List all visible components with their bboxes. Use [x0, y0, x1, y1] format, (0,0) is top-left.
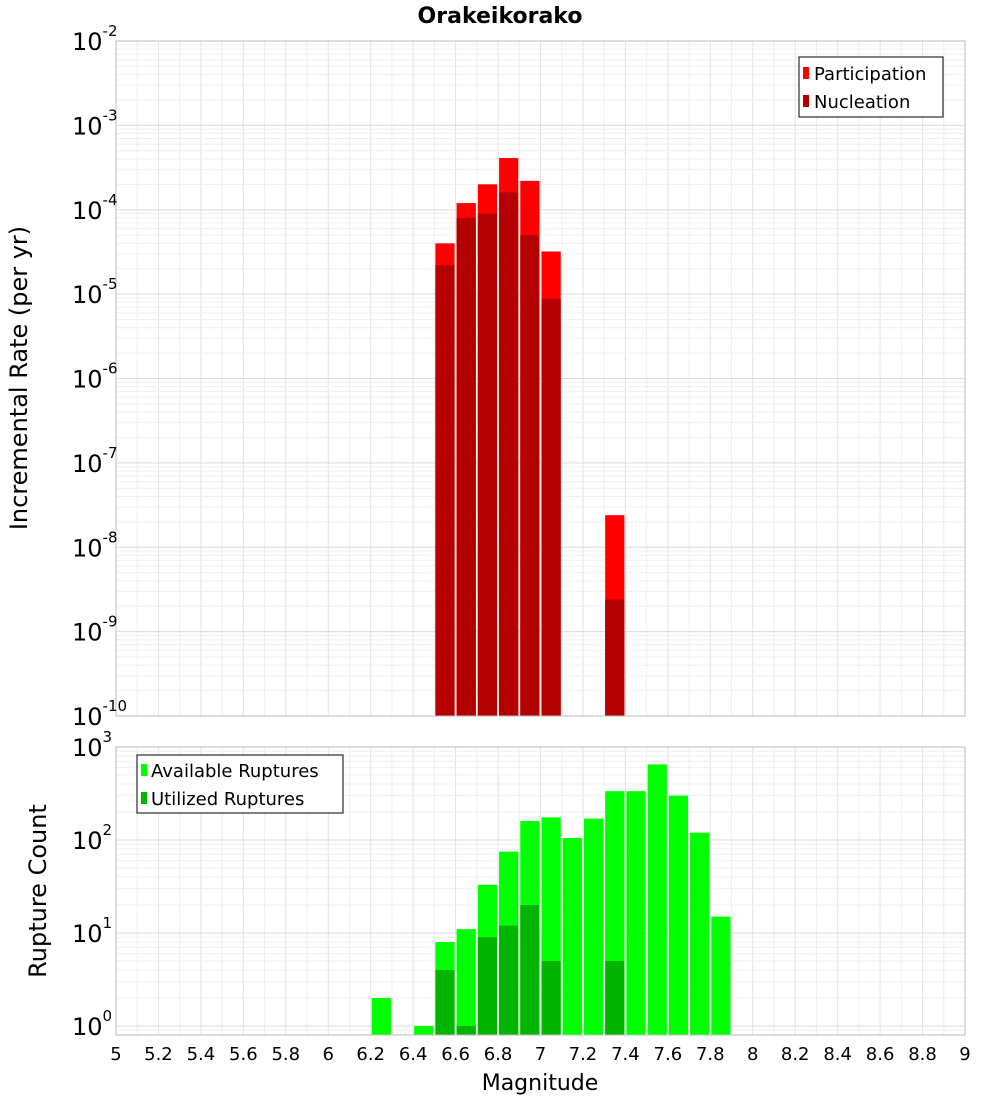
bottom-bars [371, 764, 731, 1035]
x-tick-label: 6.8 [484, 1044, 513, 1065]
x-tick-label: 7.4 [611, 1044, 640, 1065]
legend-swatch-participation [803, 67, 809, 79]
x-tick-label: 8.6 [866, 1044, 895, 1065]
bar-available-ruptures-7-85 [711, 916, 731, 1035]
top-panel: 10-10 10-9 10-8 10-7 10-6 10-5 10-4 10-3 10-2 In… [5, 22, 966, 731]
bar-available-ruptures-7-65 [668, 795, 689, 1035]
bottom-y-axis-label: Rupture Count [24, 804, 52, 978]
bar-nucleation-6-75 [477, 213, 498, 717]
x-tick-label: 9 [959, 1044, 970, 1065]
legend-swatch-utilized-ruptures [141, 792, 147, 804]
bar-available-ruptures-6-65 [456, 929, 476, 1035]
y-tick-label: 101 [72, 914, 112, 948]
y-tick-label: 10-6 [72, 360, 118, 394]
bar-utilized-ruptures-6-55 [435, 969, 455, 1035]
x-tick-label: 8.2 [781, 1044, 810, 1065]
bottom-panel: 100 101 102 103 5 5.2 5.4 5.6 5.8 6 6.2 6.4 6.6 6.8 7… [24, 728, 971, 1096]
x-ticks: 5 5.2 5.4 5.6 5.8 6 6.2 6.4 6.6 6.8 7 7.2 7.4 7.6 7.8 8… [110, 1044, 970, 1065]
bar-nucleation-6-95 [520, 235, 540, 716]
bar-available-ruptures-7-55 [647, 764, 667, 1035]
chart-title: Orakeikorako [418, 4, 583, 29]
bar-nucleation-7-05 [541, 298, 561, 716]
y-tick-label: 103 [72, 728, 112, 762]
bar-available-ruptures-6-25 [371, 997, 391, 1035]
bar-nucleation-6-85 [499, 192, 519, 717]
bar-utilized-ruptures-7-35 [605, 960, 625, 1035]
x-tick-label: 5.4 [187, 1044, 216, 1065]
legend-label-participation: Participation [814, 64, 926, 85]
x-axis-label: Magnitude [482, 1071, 599, 1096]
y-tick-label: 10-5 [72, 275, 118, 309]
x-tick-label: 6.2 [356, 1044, 385, 1065]
bar-utilized-ruptures-6-85 [499, 925, 519, 1035]
x-tick-label: 5.2 [144, 1044, 173, 1065]
x-tick-label: 6.6 [441, 1044, 470, 1065]
bar-available-ruptures-7-15 [562, 838, 582, 1035]
bar-available-ruptures-7-25 [583, 818, 604, 1035]
bar-utilized-ruptures-6-95 [520, 904, 540, 1035]
y-tick-label: 10-10 [72, 697, 127, 731]
y-tick-label: 10-3 [72, 106, 118, 140]
x-tick-label: 8.8 [908, 1044, 937, 1065]
y-tick-label: 102 [72, 821, 112, 855]
bar-available-ruptures-7-45 [626, 791, 646, 1035]
top-legend-box [798, 56, 944, 118]
bar-available-ruptures-6-45 [414, 1025, 434, 1035]
top-bars [435, 158, 625, 717]
legend-swatch-nucleation [803, 95, 809, 107]
top-grid [115, 40, 966, 717]
y-tick-label: 10-9 [72, 613, 118, 647]
bottom-plot-frame [115, 746, 966, 1036]
x-tick-label: 6.4 [399, 1044, 428, 1065]
legend-label-utilized-ruptures: Utilized Ruptures [151, 789, 304, 810]
x-tick-label: 5.6 [229, 1044, 258, 1065]
top-y-axis-label: Incremental Rate (per yr) [5, 226, 33, 530]
x-tick-label: 7.6 [654, 1044, 683, 1065]
legend-swatch-available-ruptures [141, 764, 147, 776]
x-tick-label: 7.2 [569, 1044, 598, 1065]
x-tick-label: 6 [323, 1044, 334, 1065]
y-tick-label: 100 [72, 1007, 112, 1041]
y-tick-label: 10-4 [72, 191, 118, 225]
bottom-y-ticks: 100 101 102 103 [72, 728, 112, 1041]
legend-label-available-ruptures: Available Ruptures [151, 761, 319, 782]
y-tick-label: 10-8 [72, 528, 118, 562]
x-tick-label: 7.8 [696, 1044, 725, 1065]
bar-nucleation-7-35 [605, 599, 625, 716]
bar-utilized-ruptures-6-65 [456, 1025, 476, 1035]
bar-utilized-ruptures-7-05 [541, 960, 561, 1035]
x-tick-label: 5 [110, 1044, 121, 1065]
x-tick-label: 8 [747, 1044, 758, 1065]
x-tick-label: 7 [535, 1044, 546, 1065]
top-plot-frame [115, 40, 966, 717]
x-tick-label: 8.4 [823, 1044, 852, 1065]
bar-nucleation-6-55 [435, 265, 455, 716]
y-tick-label: 10-7 [72, 444, 118, 478]
x-tick-label: 5.8 [271, 1044, 300, 1065]
bottom-grid [115, 746, 966, 1036]
bottom-legend-box [136, 754, 344, 814]
bar-nucleation-6-65 [456, 217, 476, 716]
top-legend: Participation Nucleation [798, 56, 944, 118]
bottom-legend: Available Ruptures Utilized Ruptures [136, 754, 344, 814]
legend-label-nucleation: Nucleation [814, 92, 910, 113]
top-y-ticks: 10-10 10-9 10-8 10-7 10-6 10-5 10-4 10-3 10-2 [72, 22, 127, 731]
bar-available-ruptures-7-75 [690, 832, 710, 1035]
y-tick-label: 10-2 [72, 22, 118, 56]
bar-utilized-ruptures-6-75 [477, 937, 498, 1035]
